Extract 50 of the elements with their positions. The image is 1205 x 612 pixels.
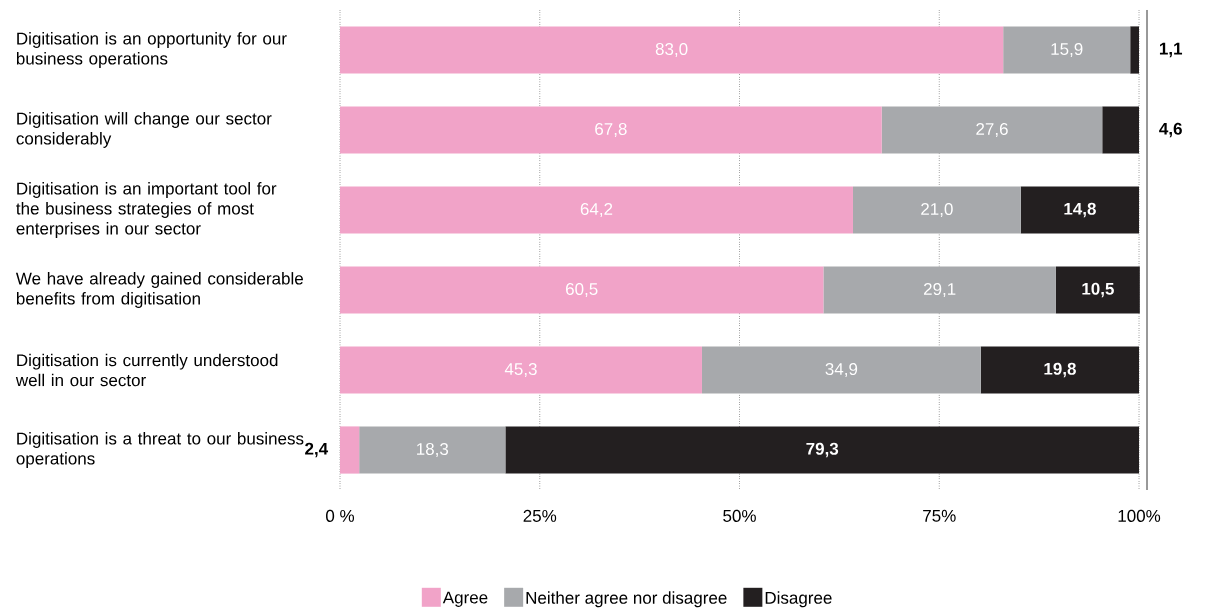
bar [340,26,1004,74]
y-tick-label: Digitisation is an important tool for the business strategies of most enterprises in our sector [16,182,277,238]
bar [881,106,1103,154]
data-label: 2,4 [305,442,329,458]
data-label: 45,3 [504,362,537,378]
y-tick-label: Digitisation is a threat to our business operations [16,432,304,468]
data-label: 64,2 [580,202,613,218]
bar [1102,106,1140,154]
data-label: 1,1 [1159,42,1183,58]
bar [1003,26,1131,74]
bar [980,346,1140,394]
bar [505,426,1140,474]
bar [1020,186,1140,234]
data-label: 83,0 [655,42,688,58]
legend-label: Agree [442,591,488,607]
bar [1055,266,1140,314]
data-label: 34,9 [825,362,858,378]
data-label: 10,5 [1082,282,1114,298]
x-tick-label: 75% [923,509,956,522]
y-tick-label: Digitisation is an opportunity for our business operations [16,32,287,68]
data-label: 79,3 [806,442,839,458]
data-label: 14,8 [1064,202,1096,218]
data-label: 18,3 [417,442,449,458]
data-label: 21,0 [921,202,953,218]
bar [340,186,853,234]
bar [823,266,1056,314]
data-label: 67,8 [595,122,627,138]
bar [340,266,824,314]
data-label: 60,5 [566,282,598,298]
x-tick-label: 0 % [326,509,355,522]
data-label: 27,6 [976,122,1008,138]
bar [701,346,981,394]
x-tick-label: 25% [523,509,557,522]
x-tick-label: 50% [723,509,756,522]
y-tick-label: Digitisation is currently understood well in our sector [15,353,278,387]
legend-label: Neither agree nor disagree [526,591,727,608]
y-tick-label: We have already gained considerable benefits from digitisation [15,272,303,308]
bar [1130,26,1140,74]
bar [359,426,506,474]
data-label: 19,8 [1044,362,1076,378]
data-label: 15,9 [1051,42,1083,58]
x-tick-label: 100% [1118,509,1161,522]
bar [340,106,882,154]
bar [340,346,702,394]
bar [340,426,360,474]
data-label: 4,6 [1159,122,1182,138]
legend-label: Disagree [765,591,832,608]
bar [852,186,1021,234]
y-tick-label: Digitisation will change our sector considerably [16,112,272,148]
data-label: 29,1 [923,282,956,298]
